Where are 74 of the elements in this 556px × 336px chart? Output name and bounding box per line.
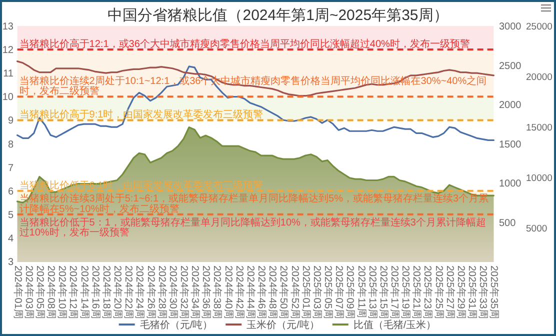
- y3-tick-label: 10000: [526, 173, 552, 184]
- x-tick-label: 2025年31周: [466, 266, 478, 319]
- x-tick-label: 2024年18周: [100, 266, 112, 319]
- y-tick-label: 9: [8, 116, 14, 127]
- x-tick-label: 2024年22周: [122, 266, 135, 319]
- x-tick-label: 2024年32周: [178, 266, 190, 319]
- y-tick-label: 13: [2, 22, 14, 32]
- y3-tick-label: 25000: [526, 22, 552, 32]
- line-series: [16, 66, 494, 142]
- x-tick-label: 2025年17周: [388, 266, 400, 319]
- x-tick-label: 2024年50周: [278, 266, 290, 319]
- y-tick-label: 12: [2, 45, 14, 56]
- y-tick-label: 11: [3, 68, 14, 80]
- x-tick-label: 2024年52周: [288, 266, 301, 319]
- x-tick-label: 2025年07周: [333, 266, 346, 319]
- y-tick-label: 6: [8, 186, 14, 198]
- x-tick-label: 2025年23周: [422, 266, 434, 319]
- x-tick-label: 2024年46周: [256, 266, 268, 319]
- x-tick-label: 2025年13周: [366, 266, 378, 319]
- x-tick-label: 2024年16周: [89, 266, 102, 319]
- y3-tick-label: 5000: [526, 224, 548, 235]
- x-tick-label: 2024年05周: [34, 266, 46, 319]
- x-tick-label: 2025年27周: [444, 266, 456, 319]
- x-tick-label: 2025年25周: [432, 266, 445, 319]
- y-tick-label: 10: [2, 92, 14, 104]
- y-tick-label: 7: [8, 162, 14, 174]
- x-tick-label: 2025年33周: [477, 266, 490, 319]
- x-tick-label: 2024年44周: [244, 266, 256, 319]
- x-tick-label: 2025年01周: [300, 266, 312, 319]
- y2-tick-label: 2500: [499, 60, 522, 72]
- x-tick-label: 2024年03周: [22, 266, 35, 319]
- y2-tick-label: 1000: [499, 178, 522, 190]
- x-tick-label: 2024年34周: [189, 266, 202, 319]
- y2-tick-label: 2000: [499, 100, 522, 111]
- x-tick-label: 2024年28周: [156, 266, 168, 319]
- x-tick-label: 2024年42周: [233, 266, 246, 319]
- legend-label: 玉米价（元/吨）: [246, 319, 320, 331]
- x-tick-label: 2024年01周: [12, 266, 24, 319]
- band-label: 当猪粮比价低于5：1，或能繁母猪存栏量单月同比降幅达到10%，或能繁母猪存栏量连续3个月累计降幅超过10%时，发布一级预警: [19, 216, 486, 239]
- y3-tick-label: 20000: [526, 72, 552, 84]
- x-tick-label: 2024年26周: [144, 266, 157, 319]
- y2-tick-label: 3000: [499, 22, 522, 32]
- y2-tick-label: 500: [499, 218, 516, 229]
- y-tick-label: 8: [8, 139, 14, 150]
- x-tick-label: 2025年29周: [454, 266, 467, 319]
- x-tick-label: 2025年05周: [322, 266, 334, 319]
- ref-line-label: 当猪粮比价高于12:1，或36个大中城市精瘦肉零售价格当周平均价同比涨幅超过40%时，发布一级预警: [19, 38, 470, 50]
- legend-label: 毛猪价（元/吨）: [140, 319, 213, 331]
- x-tick-label: 2025年03周: [310, 266, 323, 319]
- y3-tick-label: 15000: [526, 122, 552, 134]
- x-tick-label: 2024年36周: [200, 266, 212, 319]
- x-tick-label: 2024年24周: [134, 266, 146, 319]
- x-tick-label: 2025年15周: [377, 266, 390, 319]
- y-tick-label: 5: [8, 210, 14, 221]
- x-tick-label: 2024年48周: [266, 266, 279, 319]
- x-tick-label: 2025年21周: [410, 266, 423, 319]
- legend-label: 比值（毛猪/玉米）: [353, 319, 436, 331]
- x-tick-label: 2024年12周: [67, 266, 80, 319]
- x-tick-label: 2024年08周: [45, 266, 58, 319]
- x-tick-label: 2025年11周: [355, 266, 368, 318]
- line-series: [16, 60, 494, 97]
- x-tick-label: 2024年14周: [78, 266, 90, 319]
- x-tick-label: 2025年35周: [488, 266, 500, 319]
- y-tick-label: 4: [8, 233, 14, 244]
- chart-title: 中国分省猪粮比值（2024年第1周~2025年第35周）: [108, 7, 448, 24]
- x-tick-label: 2024年40周: [222, 266, 234, 319]
- x-tick-label: 2024年30周: [166, 266, 179, 319]
- y-tick-label: 3: [8, 257, 14, 268]
- x-tick-label: 2024年10周: [56, 266, 68, 319]
- y2-tick-label: 1500: [499, 139, 522, 150]
- x-tick-label: 2025年09周: [344, 266, 356, 319]
- x-tick-label: 2024年38周: [211, 266, 224, 319]
- x-tick-label: 2024年20周: [112, 266, 124, 319]
- x-tick-label: 2025年19周: [400, 266, 412, 319]
